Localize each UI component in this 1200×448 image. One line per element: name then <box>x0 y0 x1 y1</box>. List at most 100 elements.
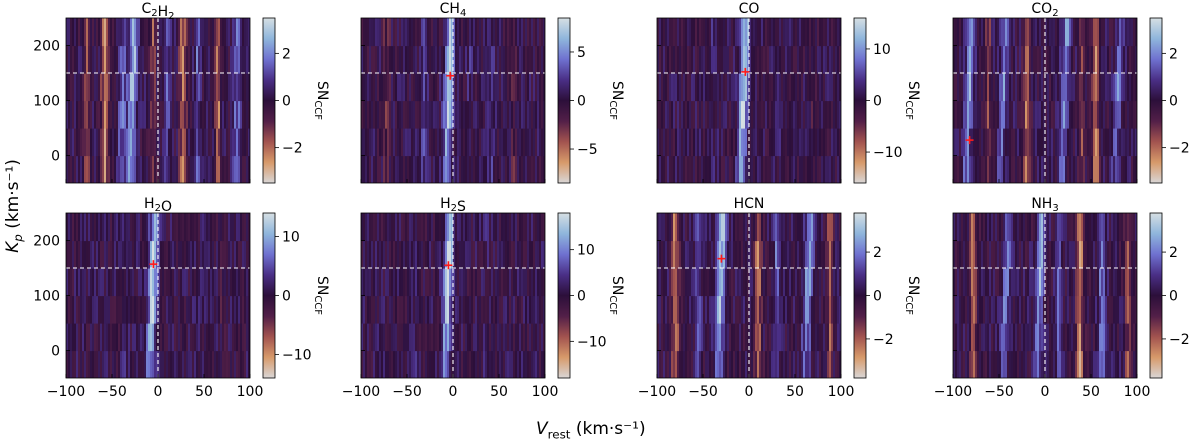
heatmap-cell <box>659 323 662 352</box>
heatmap-cell <box>797 155 800 183</box>
heatmap-cell <box>761 240 764 269</box>
heatmap-cell <box>721 268 724 297</box>
heatmap-cell <box>531 100 534 129</box>
heatmap-cell <box>821 155 824 183</box>
heatmap-cell <box>679 323 682 352</box>
heatmap-cell <box>811 73 814 102</box>
heatmap-cell <box>427 45 430 74</box>
heatmap-cell <box>90 240 93 269</box>
heatmap-cell <box>423 268 426 297</box>
heatmap-cell <box>741 350 744 378</box>
heatmap-cell <box>955 240 958 269</box>
heatmap-cell <box>715 323 718 352</box>
heatmap-cell <box>483 213 486 242</box>
heatmap-cell <box>747 350 750 378</box>
heatmap-cell <box>501 18 504 47</box>
heatmap-cell <box>405 128 408 157</box>
heatmap-cell <box>234 45 237 74</box>
heatmap-cell <box>126 350 129 378</box>
heatmap-cell <box>407 350 410 378</box>
heatmap-cell <box>164 45 167 74</box>
heatmap-cell <box>509 240 512 269</box>
heatmap-cell <box>144 45 147 74</box>
heatmap-cell <box>1133 73 1136 102</box>
heatmap-cell <box>715 240 718 269</box>
heatmap-cell <box>719 45 722 74</box>
heatmap-cell <box>140 323 143 352</box>
heatmap-cell <box>409 240 412 269</box>
heatmap-cell <box>1031 100 1034 129</box>
heatmap-cell <box>501 128 504 157</box>
heatmap-cell <box>459 18 462 47</box>
heatmap-cell <box>1093 18 1096 47</box>
heatmap-cell <box>659 295 662 324</box>
heatmap-cell <box>1089 45 1092 74</box>
heatmap-cell <box>220 45 223 74</box>
heatmap-cell <box>797 73 800 102</box>
heatmap-cell <box>196 213 199 242</box>
heatmap-cell <box>773 323 776 352</box>
heatmap-cell <box>1115 350 1118 378</box>
heatmap-cell <box>761 350 764 378</box>
heatmap-cell <box>687 73 690 102</box>
heatmap-cell <box>755 268 758 297</box>
heatmap-cell <box>427 323 430 352</box>
heatmap-cell <box>1011 45 1014 74</box>
heatmap-cell <box>837 73 840 102</box>
heatmap-cell <box>807 100 810 129</box>
heatmap-cell <box>1073 18 1076 47</box>
heatmap-cell <box>166 240 169 269</box>
heatmap-cell <box>198 295 201 324</box>
heatmap-cell <box>162 73 165 102</box>
heatmap-cell <box>1031 268 1034 297</box>
x-tick-label: 50 <box>490 384 508 400</box>
heatmap-cell <box>1025 295 1028 324</box>
heatmap-cell <box>1031 18 1034 47</box>
heatmap-cell <box>1081 213 1084 242</box>
heatmap-cell <box>819 323 822 352</box>
heatmap-cell <box>535 18 538 47</box>
heatmap-cell <box>417 128 420 157</box>
heatmap-cell <box>773 240 776 269</box>
heatmap-cell <box>999 350 1002 378</box>
heatmap-cell <box>431 295 434 324</box>
heatmap-cell <box>1025 323 1028 352</box>
heatmap-cell <box>519 268 522 297</box>
heatmap-cell <box>701 268 704 297</box>
heatmap-cell <box>176 100 179 129</box>
heatmap-cell <box>1107 323 1110 352</box>
heatmap-cell <box>1051 18 1054 47</box>
heatmap-cell <box>82 128 85 157</box>
heatmap-cell <box>539 213 542 242</box>
heatmap-cell <box>795 128 798 157</box>
heatmap-cell <box>1043 268 1046 297</box>
heatmap-cell <box>405 295 408 324</box>
heatmap-cell <box>228 73 231 102</box>
heatmap-cell <box>128 155 131 183</box>
heatmap-cell <box>483 240 486 269</box>
heatmap-cell <box>1073 268 1076 297</box>
heatmap-cell <box>116 155 119 183</box>
heatmap-cell <box>238 350 241 378</box>
heatmap-cell <box>1057 18 1060 47</box>
heatmap-cell <box>76 295 79 324</box>
heatmap-cell <box>831 240 834 269</box>
heatmap-cell <box>479 323 482 352</box>
heatmap-cell <box>232 100 235 129</box>
heatmap-cell <box>527 45 530 74</box>
heatmap-cell <box>1129 18 1132 47</box>
heatmap-cell <box>665 128 668 157</box>
heatmap-cell <box>110 268 113 297</box>
heatmap-cell <box>795 295 798 324</box>
heatmap-cell <box>216 128 219 157</box>
heatmap-cell <box>377 73 380 102</box>
heatmap-cell <box>80 128 83 157</box>
heatmap-cell <box>785 18 788 47</box>
heatmap-cell <box>204 45 207 74</box>
heatmap-cell <box>521 128 524 157</box>
heatmap-cell <box>1133 100 1136 129</box>
heatmap-cell <box>1047 100 1050 129</box>
heatmap-cell <box>821 268 824 297</box>
heatmap-cell <box>991 268 994 297</box>
heatmap-cell <box>1129 213 1132 242</box>
